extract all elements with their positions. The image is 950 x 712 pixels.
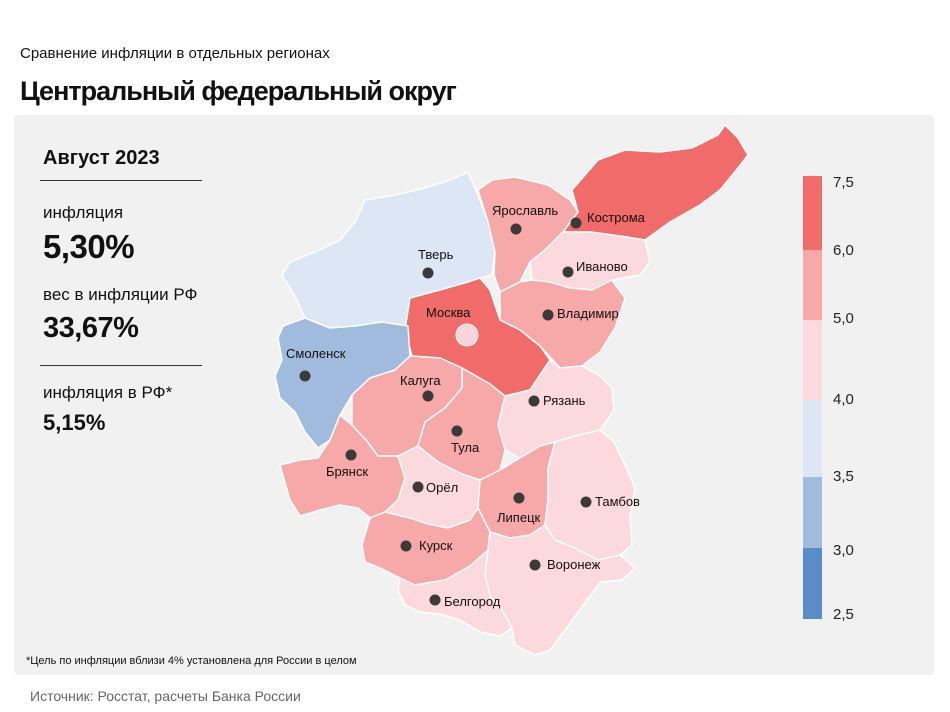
- inflation-label: инфляция: [43, 203, 124, 222]
- tambov-city-dot: [580, 496, 592, 508]
- chart-title: Центральный федеральный округ: [20, 76, 457, 106]
- ivanovo-label: Иваново: [576, 259, 628, 274]
- kostroma-city-dot: [570, 217, 582, 229]
- voronezh-label: Воронеж: [547, 557, 601, 572]
- bryansk-label: Брянск: [326, 464, 368, 479]
- inflation-value: 5,30%: [43, 228, 135, 265]
- tambov-label: Тамбов: [595, 494, 640, 509]
- legend-tick-3_5: 3,5: [833, 468, 854, 485]
- legend-band-6-7_5: [803, 176, 822, 250]
- tver-city-dot: [422, 267, 434, 279]
- tver-label: Тверь: [418, 247, 454, 262]
- legend-tick-7_5: 7,5: [833, 174, 854, 191]
- legend-band-3-3_5: [803, 477, 822, 548]
- voronezh-city-dot: [529, 559, 541, 571]
- kursk-label: Курск: [419, 538, 453, 553]
- kostroma-label: Кострома: [587, 210, 646, 225]
- region-tambov[interactable]: [544, 429, 636, 561]
- legend-tick-2_5: 2,5: [833, 606, 854, 623]
- rf-inflation-value: 5,15%: [43, 410, 106, 435]
- smolensk-label: Смоленск: [286, 346, 346, 361]
- kaluga-label: Калуга: [400, 373, 441, 388]
- ryazan-city-dot: [528, 395, 540, 407]
- legend-tick-3_0: 3,0: [833, 542, 854, 559]
- legend-band-4-5: [803, 320, 822, 400]
- ivanovo-city-dot: [562, 266, 574, 278]
- tula-city-dot: [451, 425, 463, 437]
- lipetsk-city-dot: [513, 492, 525, 504]
- divider-bottom: [40, 365, 202, 366]
- moscow-label: Москва: [426, 305, 471, 320]
- period-label: Август 2023: [43, 147, 160, 169]
- kursk-city-dot: [400, 540, 412, 552]
- legend-colorbar: [803, 176, 822, 619]
- lipetsk-label: Липецк: [497, 510, 541, 525]
- legend-tick-4_0: 4,0: [833, 391, 854, 408]
- legend-band-5-6: [803, 250, 822, 320]
- legend-tick-5_0: 5,0: [833, 310, 854, 327]
- yaroslavl-label: Ярославль: [492, 203, 558, 218]
- region-belgorod[interactable]: [397, 549, 513, 637]
- ryazan-label: Рязань: [543, 393, 586, 408]
- legend-band-3_5-4: [803, 400, 822, 477]
- legend-band-2_5-3: [803, 548, 822, 619]
- orel-city-dot: [412, 481, 424, 493]
- source-note: Источник: Росстат, расчеты Банка России: [30, 688, 301, 704]
- tula-label: Тула: [451, 440, 480, 455]
- smolensk-city-dot: [299, 370, 311, 382]
- kaluga-city-dot: [422, 390, 434, 402]
- orel-label: Орёл: [426, 480, 458, 495]
- chart-subtitle: Сравнение инфляции в отдельных регионах: [20, 45, 330, 62]
- belgorod-city-dot: [429, 594, 441, 606]
- legend-tick-6_0: 6,0: [833, 242, 854, 259]
- yaroslavl-city-dot: [510, 223, 522, 235]
- weight-label: вес в инфляции РФ: [43, 285, 198, 304]
- vladimir-label: Владимир: [557, 306, 619, 321]
- vladimir-city-dot: [542, 309, 554, 321]
- divider-top: [40, 180, 202, 181]
- bryansk-city-dot: [345, 449, 357, 461]
- moscow-city-marker: [455, 323, 479, 347]
- belgorod-label: Белгород: [444, 594, 501, 609]
- weight-value: 33,67%: [43, 312, 139, 344]
- footnote: *Цель по инфляции вблизи 4% установлена …: [26, 655, 357, 667]
- rf-inflation-label: инфляция в РФ*: [43, 383, 173, 402]
